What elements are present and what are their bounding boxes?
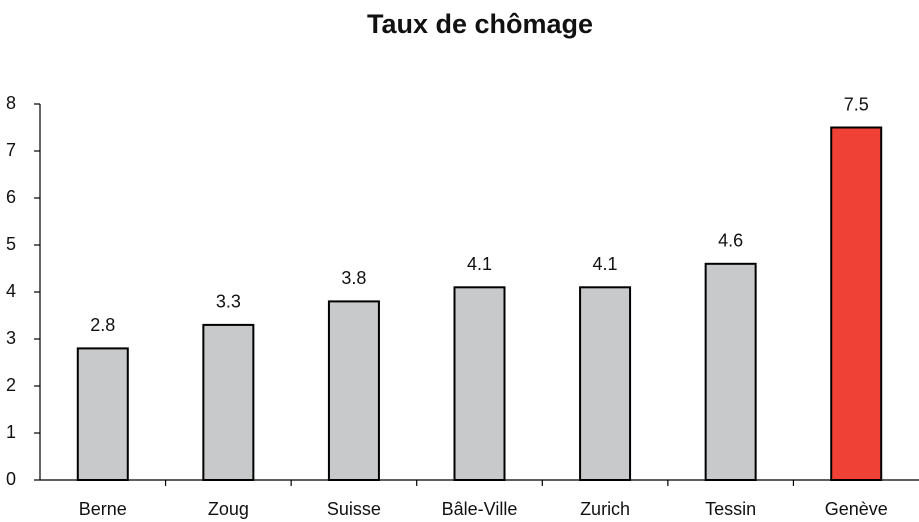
x-tick-label: Tessin [705,499,756,519]
y-tick-label: 2 [6,375,16,395]
x-tick-label: Suisse [327,499,381,519]
chart-title: Taux de chômage [367,9,593,39]
x-tick-label: Berne [79,499,127,519]
y-tick-label: 0 [6,469,16,489]
x-tick-label: Genève [825,499,888,519]
y-tick-label: 7 [6,140,16,160]
y-tick-label: 4 [6,281,16,301]
bar [202,323,255,481]
data-label: 3.3 [216,292,241,312]
bar [76,347,129,481]
y-tick-label: 3 [6,328,16,348]
y-tick-label: 1 [6,422,16,442]
data-label: 2.8 [90,315,115,335]
bar [704,262,757,481]
data-label: 3.8 [341,268,366,288]
x-tick-label: Zurich [580,499,630,519]
bar [453,286,506,481]
x-tick-label: Zoug [208,499,249,519]
data-label: 4.1 [593,254,618,274]
bar [579,286,632,481]
data-label: 7.5 [844,94,869,114]
data-label: 4.1 [467,254,492,274]
y-tick-label: 5 [6,234,16,254]
y-tick-label: 8 [6,93,16,113]
bar [830,126,883,481]
x-tick-label: Bâle-Ville [442,499,518,519]
y-tick-label: 6 [6,187,16,207]
bar [327,300,380,481]
data-label: 4.6 [718,231,743,251]
